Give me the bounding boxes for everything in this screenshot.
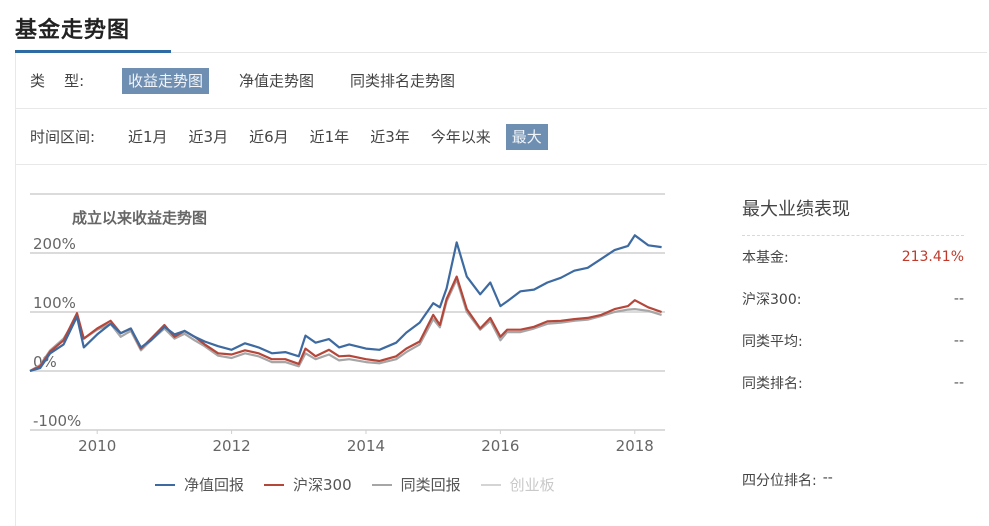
title-divider: [171, 52, 987, 53]
chart-legend: 净值回报 沪深300 同类回报 创业板: [155, 474, 575, 495]
quartile-value: --: [822, 470, 833, 486]
chart-type-label: 类 型:: [30, 72, 85, 90]
legend-item-nav-return[interactable]: 净值回报: [155, 474, 244, 495]
tab-3-months[interactable]: 近3月: [188, 127, 229, 146]
legend-item-csi300[interactable]: 沪深300: [264, 474, 352, 495]
series-lines: [29, 234, 662, 373]
svg-text:100%: 100%: [33, 294, 76, 312]
svg-text:2010: 2010: [78, 437, 116, 455]
quartile-label: 四分位排名:: [742, 473, 817, 489]
quartile-rank: 四分位排名: --: [742, 470, 833, 490]
svg-text:2012: 2012: [212, 437, 250, 455]
tab-nav-trend[interactable]: 净值走势图: [239, 71, 315, 90]
svg-text:2014: 2014: [347, 437, 385, 455]
svg-text:2018: 2018: [616, 437, 654, 455]
line-swatch-icon: [480, 483, 501, 486]
tab-1-year[interactable]: 近1年: [309, 127, 350, 146]
max-performance-panel: 最大业绩表现 本基金: 213.41% 沪深300: -- 同类平均: -- 同…: [742, 195, 964, 404]
x-axis: 2010 2012 2014 2016 2018: [78, 430, 654, 455]
performance-row-peer-rank: 同类排名: --: [742, 362, 964, 404]
fund-return-value: 213.41%: [901, 249, 964, 265]
legend-item-chinext[interactable]: 创业板: [480, 474, 555, 495]
row-label: 同类排名:: [742, 376, 803, 392]
tab-year-to-date[interactable]: 今年以来: [430, 127, 491, 146]
row-label: 沪深300:: [742, 292, 802, 308]
chart-title: 成立以来收益走势图: [72, 209, 207, 227]
tab-yield-trend[interactable]: 收益走势图: [122, 67, 210, 94]
tab-peer-rank-trend[interactable]: 同类排名走势图: [350, 71, 456, 90]
page-title: 基金走势图: [15, 18, 131, 43]
legend-item-peer-return[interactable]: 同类回报: [371, 474, 461, 495]
performance-row-csi300: 沪深300: --: [742, 278, 964, 320]
chart-type-filter: 类 型: 收益走势图 净值走势图 同类排名走势图: [16, 53, 987, 109]
row-label: 同类平均:: [742, 334, 803, 350]
performance-title: 最大业绩表现: [742, 195, 964, 236]
svg-text:200%: 200%: [33, 235, 76, 253]
performance-row-fund: 本基金: 213.41%: [742, 236, 964, 278]
tab-3-years[interactable]: 近3年: [370, 127, 410, 146]
title-underline: [15, 50, 171, 53]
tab-1-month[interactable]: 近1月: [128, 127, 168, 146]
y-gridlines: 200%100%0%-100%: [30, 235, 665, 431]
svg-text:2016: 2016: [481, 437, 519, 455]
svg-text:-100%: -100%: [33, 412, 81, 430]
fund-chart-panel: 类 型: 收益走势图 净值走势图 同类排名走势图 时间区间: 近1月 近3月 近…: [15, 53, 987, 526]
yield-chart: 成立以来收益走势图 200% 100% 0% -100% 2010 2012 2014 20…: [15, 167, 675, 526]
peer-rank-value: --: [953, 375, 964, 391]
peer-avg-value: --: [953, 333, 964, 349]
line-chart: 成立以来收益走势图 200%100%0%-100% 2010 2012 2014 20…: [29, 193, 665, 455]
line-swatch-icon: [371, 483, 392, 486]
line-swatch-icon: [155, 483, 175, 486]
time-range-label: 时间区间:: [30, 128, 96, 146]
row-label: 本基金:: [742, 250, 789, 266]
time-range-filter: 时间区间: 近1月 近3月 近6月 近1年 近3年 今年以来 最大: [16, 109, 987, 165]
tab-max[interactable]: 最大: [505, 123, 548, 150]
performance-row-peer-avg: 同类平均: --: [742, 320, 964, 362]
csi300-return-value: --: [953, 291, 964, 307]
tab-6-months[interactable]: 近6月: [249, 127, 289, 146]
line-swatch-icon: [264, 483, 285, 486]
